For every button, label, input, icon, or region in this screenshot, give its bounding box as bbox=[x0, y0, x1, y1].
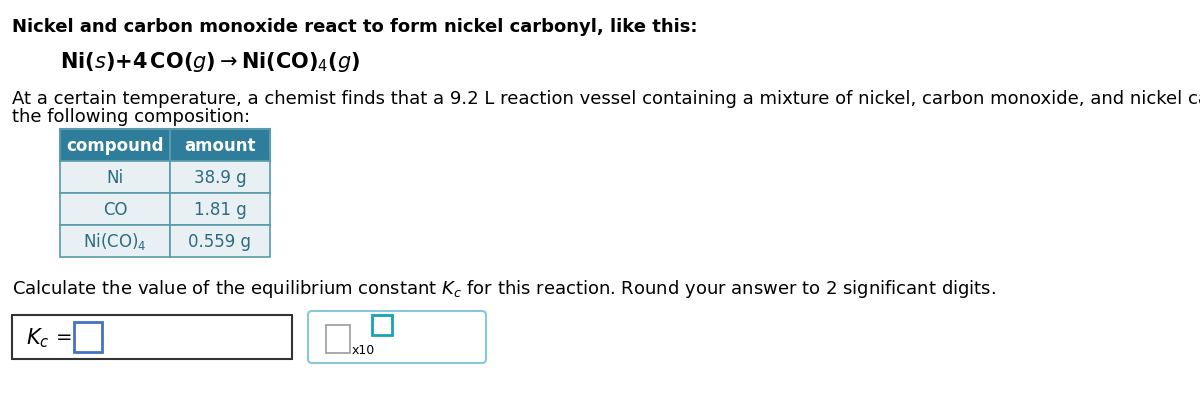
Text: compound: compound bbox=[66, 136, 163, 155]
Text: amount: amount bbox=[185, 136, 256, 155]
Text: CO: CO bbox=[103, 200, 127, 218]
Bar bbox=[170, 130, 270, 162]
Text: 1.81 g: 1.81 g bbox=[193, 200, 246, 218]
FancyBboxPatch shape bbox=[308, 311, 486, 363]
Text: =: = bbox=[56, 328, 72, 347]
Bar bbox=[60, 194, 170, 226]
Bar bbox=[60, 130, 170, 162]
Text: x10: x10 bbox=[352, 343, 376, 356]
Text: 0.559 g: 0.559 g bbox=[188, 232, 252, 250]
Text: Nickel and carbon monoxide react to form nickel carbonyl, like this:: Nickel and carbon monoxide react to form… bbox=[12, 18, 697, 36]
Text: Calculate the value of the equilibrium constant $K_c$ for this reaction. Round y: Calculate the value of the equilibrium c… bbox=[12, 277, 996, 299]
Bar bbox=[170, 226, 270, 257]
Bar bbox=[326, 325, 350, 353]
Text: Ni(CO)$_4$: Ni(CO)$_4$ bbox=[83, 231, 146, 252]
Bar bbox=[60, 226, 170, 257]
Bar bbox=[12, 315, 292, 359]
Text: 38.9 g: 38.9 g bbox=[193, 168, 246, 187]
Bar bbox=[74, 322, 102, 352]
Bar bbox=[170, 194, 270, 226]
Text: the following composition:: the following composition: bbox=[12, 108, 250, 126]
Text: At a certain temperature, a chemist finds that a 9.2 L reaction vessel containin: At a certain temperature, a chemist find… bbox=[12, 90, 1200, 108]
Text: $K_c$: $K_c$ bbox=[26, 325, 49, 349]
Text: Ni: Ni bbox=[107, 168, 124, 187]
Bar bbox=[170, 162, 270, 194]
Text: Ni($s$)+4$\,$CO($g$)$\rightarrow$Ni(CO)$_4$($g$): Ni($s$)+4$\,$CO($g$)$\rightarrow$Ni(CO)$… bbox=[60, 50, 360, 74]
Bar bbox=[60, 162, 170, 194]
Bar bbox=[372, 315, 392, 335]
